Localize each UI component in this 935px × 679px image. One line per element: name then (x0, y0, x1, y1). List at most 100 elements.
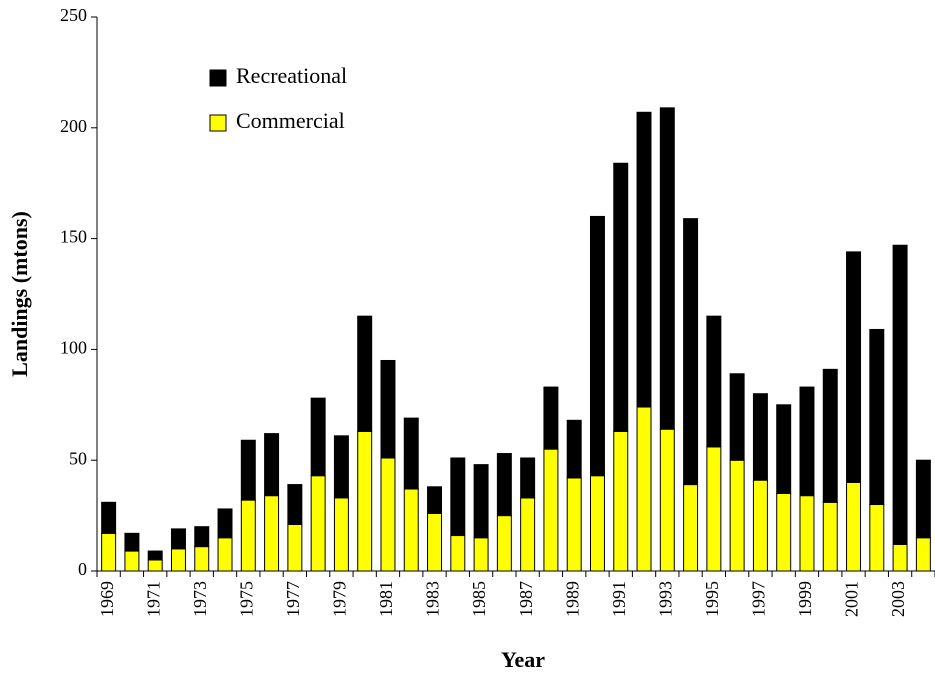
bar-segment (310, 397, 326, 477)
bar-segment (869, 504, 885, 572)
x-tick-label: 1979 (330, 581, 350, 617)
bar-segment (613, 430, 629, 572)
bar-segment (403, 488, 419, 572)
bar-segment (427, 512, 443, 572)
bar-segment (659, 107, 675, 430)
bar-segment (589, 475, 605, 572)
bar-segment (496, 515, 512, 572)
bar-segment (822, 501, 838, 572)
bar-segment (264, 433, 280, 497)
bar-segment (846, 251, 862, 483)
bar-segment (776, 404, 792, 494)
bar-segment (427, 486, 443, 514)
bar-segment (613, 162, 629, 432)
bar-segment (170, 548, 186, 572)
x-axis-title: Year (501, 647, 545, 672)
y-tick-label: 0 (78, 559, 87, 579)
x-tick-label: 1997 (749, 581, 769, 617)
bar-segment (706, 315, 722, 448)
bar-segment (636, 111, 652, 408)
y-tick-label: 250 (60, 5, 87, 25)
x-tick-label: 1985 (469, 581, 489, 617)
bar-segment (589, 215, 605, 477)
bar-segment (240, 499, 256, 572)
bar-segment (636, 406, 652, 572)
bar-segment (333, 435, 349, 499)
bar-segment (496, 453, 512, 517)
x-tick-label: 1973 (190, 581, 210, 617)
bar-segment (566, 419, 582, 479)
bar-segment (543, 448, 559, 572)
x-tick-label: 1995 (702, 581, 722, 617)
bar-segment (846, 481, 862, 572)
legend-label: Commercial (236, 108, 345, 133)
bar-segment (473, 464, 489, 539)
x-tick-label: 1969 (97, 581, 117, 617)
bar-segment (659, 428, 675, 572)
x-tick-label: 1993 (655, 581, 675, 617)
bar-segment (799, 386, 815, 497)
bar-segment (101, 501, 117, 534)
bar-segment (357, 315, 373, 432)
x-tick-label: 1971 (143, 581, 163, 617)
bar-segment (776, 492, 792, 572)
bar-segment (287, 523, 303, 572)
bar-segment (333, 497, 349, 572)
bar-segment (124, 532, 140, 552)
bar-segment (310, 475, 326, 572)
bar-segment (799, 495, 815, 572)
x-tick-label: 1977 (283, 581, 303, 617)
x-tick-label: 1987 (516, 581, 536, 617)
bar-segment (543, 386, 559, 450)
bar-segment (194, 526, 210, 548)
x-tick-label: 2003 (888, 581, 908, 617)
bar-segment (683, 218, 699, 486)
bar-segment (706, 446, 722, 572)
y-tick-label: 50 (69, 448, 87, 468)
bar-segment (683, 484, 699, 572)
bar-segment (729, 459, 745, 572)
x-tick-label: 1975 (236, 581, 256, 617)
bar-segment (147, 559, 163, 572)
bar-segment (380, 457, 396, 572)
bar-segment (729, 373, 745, 461)
bar-segment (869, 328, 885, 506)
x-tick-label: 1981 (376, 581, 396, 617)
bar-segment (264, 495, 280, 572)
bar-segment (752, 393, 768, 481)
bar-segment (520, 457, 536, 499)
legend-label: Recreational (236, 63, 347, 88)
bar-segment (892, 543, 908, 572)
bar-segment (124, 550, 140, 572)
y-tick-label: 200 (60, 116, 87, 136)
bar-segment (287, 484, 303, 525)
x-tick-label: 1991 (609, 581, 629, 617)
bar-segment (101, 532, 117, 572)
x-tick-label: 1999 (795, 581, 815, 617)
bar-segment (520, 497, 536, 572)
bar-segment (892, 244, 908, 545)
bar-segment (217, 508, 233, 539)
x-tick-label: 1983 (423, 581, 443, 617)
bar-segment (217, 537, 233, 572)
bar-segment (403, 417, 419, 490)
bar-segment (752, 479, 768, 572)
bar-segment (194, 546, 210, 572)
bar-segment (915, 459, 931, 539)
bar-segment (170, 528, 186, 550)
bar-segment (566, 477, 582, 572)
legend-swatch (209, 114, 227, 132)
bar-segment (822, 368, 838, 503)
bar-segment (380, 359, 396, 459)
x-tick-label: 2001 (842, 581, 862, 617)
y-axis-title: Landings (mtons) (7, 211, 32, 377)
bar-segment (915, 537, 931, 572)
y-tick-label: 150 (60, 227, 87, 247)
x-tick-label: 1989 (562, 581, 582, 617)
y-tick-label: 100 (60, 338, 87, 358)
bar-segment (473, 537, 489, 572)
legend-swatch (209, 69, 227, 87)
bar-segment (240, 439, 256, 501)
bar-segment (450, 535, 466, 572)
